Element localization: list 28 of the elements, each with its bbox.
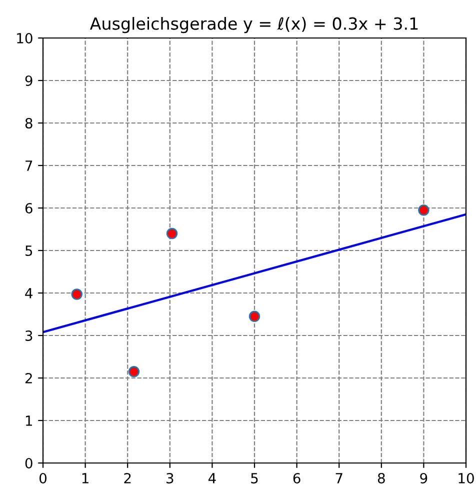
y-tick-label: 2 bbox=[25, 372, 32, 384]
y-tick-label: 10 bbox=[17, 32, 32, 44]
y-tick-label: 4 bbox=[25, 288, 32, 298]
y-tick-label: 6 bbox=[25, 202, 32, 214]
y-tick-label: 3 bbox=[26, 330, 32, 341]
point bbox=[418, 204, 430, 216]
x-tick-label: 8 bbox=[378, 472, 385, 484]
point bbox=[248, 310, 260, 322]
x-tick-label: 0 bbox=[39, 472, 46, 484]
x-tick-label: 6 bbox=[293, 472, 300, 484]
x-tick-label: 7 bbox=[336, 473, 342, 484]
y-tick-label: 5 bbox=[26, 246, 32, 256]
point bbox=[166, 228, 178, 240]
x-tick-label: 2 bbox=[124, 472, 131, 484]
y-tick-label: 1 bbox=[26, 416, 32, 426]
chart-title: Ausgleichsgerade y = ℓ(x) = 0.3x + 3.1 bbox=[90, 17, 418, 34]
y-tick-label: 9 bbox=[25, 75, 32, 86]
x-tick-label: 1 bbox=[82, 473, 88, 484]
x-tick-label: 4 bbox=[208, 473, 216, 484]
point bbox=[128, 366, 140, 378]
x-tick-label: 5 bbox=[251, 473, 258, 484]
x-tick-label: 10 bbox=[458, 472, 474, 484]
y-tick-label: 8 bbox=[25, 118, 32, 128]
y-tick-label: 0 bbox=[25, 458, 32, 468]
y-tick-label: 7 bbox=[26, 160, 32, 171]
x-tick-label: 9 bbox=[420, 472, 428, 484]
x-tick-label: 3 bbox=[166, 472, 174, 484]
point bbox=[71, 288, 82, 300]
